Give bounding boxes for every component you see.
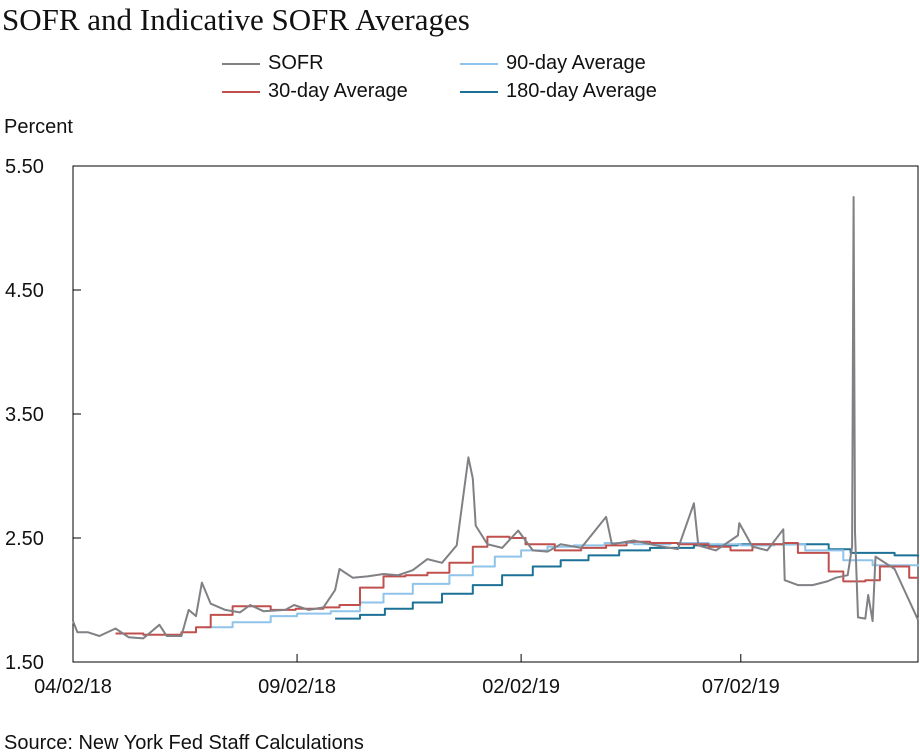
legend-swatch-30-day [222, 90, 260, 93]
y-tick-label: 5.50 [5, 156, 44, 178]
x-tick-label: 07/02/19 [702, 676, 780, 698]
chart-title: SOFR and Indicative SOFR Averages [2, 2, 470, 37]
x-tick-label: 04/02/18 [34, 676, 112, 698]
y-tick-label: 1.50 [5, 652, 44, 674]
legend-swatch-180-day [460, 90, 498, 93]
legend-label-30-day: 30-day Average [268, 80, 408, 102]
legend-swatch-sofr [222, 62, 260, 65]
legend-label-sofr: SOFR [268, 52, 324, 74]
series-line-90-day-average [204, 542, 919, 629]
legend-label-90-day: 90-day Average [506, 52, 646, 74]
y-tick-label: 2.50 [5, 528, 44, 550]
legend-item-180-day: 180-day Average [460, 80, 657, 103]
y-tick-label: 3.50 [5, 404, 44, 426]
legend-item-90-day: 90-day Average [460, 52, 646, 75]
x-tick-label: 09/02/18 [258, 676, 336, 698]
source-note: Source: New York Fed Staff Calculations [4, 732, 364, 754]
y-axis-label: Percent [4, 116, 73, 138]
x-tick-label: 02/02/19 [482, 676, 560, 698]
x-axis: 04/02/18 09/02/18 02/02/19 07/02/19 [34, 654, 780, 698]
y-axis: 5.50 4.50 3.50 2.50 1.50 [5, 156, 81, 674]
plot-frame [72, 165, 919, 663]
legend-item-sofr: SOFR [222, 52, 324, 75]
series-line-180-day-average [335, 543, 919, 620]
legend-label-180-day: 180-day Average [506, 80, 657, 102]
series-line-30-day-average [115, 535, 918, 636]
legend-item-30-day: 30-day Average [222, 80, 408, 103]
y-tick-label: 4.50 [5, 280, 44, 302]
series-lines [72, 196, 919, 640]
series-line-sofr [72, 196, 919, 640]
legend-swatch-90-day [460, 62, 498, 65]
